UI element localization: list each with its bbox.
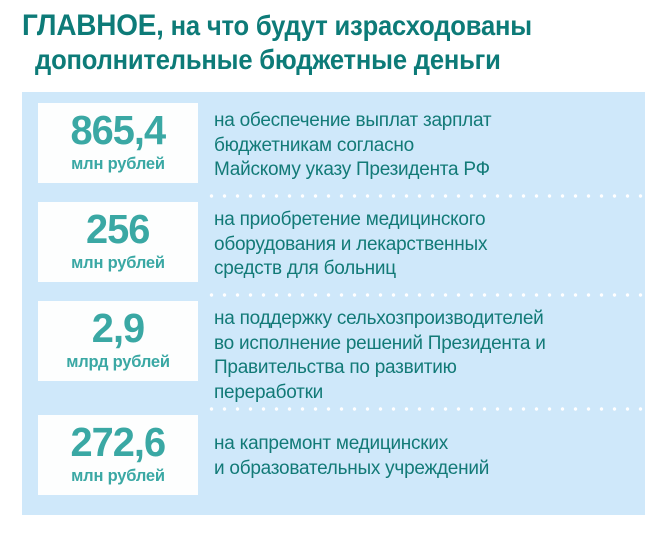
- description-line: переработки: [214, 382, 324, 404]
- row-separator: [205, 293, 645, 297]
- title-line-1-rest: на что будут израсходованы: [163, 10, 532, 41]
- amount-value: 2,9: [91, 304, 145, 351]
- description-line: оборудования и лекарственных: [214, 233, 488, 255]
- amount-unit: млн рублей: [71, 254, 165, 273]
- row-description: на капремонт медицинских и образовательн…: [214, 432, 639, 481]
- description-line: на обеспечение выплат зарплат: [214, 110, 492, 131]
- budget-row: 272,6 млн рублей на капремонт медицински…: [22, 415, 645, 503]
- row-description: на обеспечение выплат зарплат бюджетника…: [214, 109, 639, 183]
- amount-card: 256 млн рублей: [38, 202, 198, 282]
- amount-card: 865,4 млн рублей: [38, 103, 198, 183]
- amount-value: 256: [86, 205, 150, 252]
- description-line: средств для больниц: [214, 258, 396, 280]
- row-description: на приобретение медицинского оборудовани…: [214, 208, 639, 282]
- description-line: Майскому указу Президента РФ: [214, 159, 490, 181]
- title-line-2: дополнительные бюджетные деньги: [35, 44, 501, 76]
- row-separator: [205, 407, 645, 411]
- amount-unit: млрд рублей: [66, 353, 170, 372]
- description-line: на капремонт медицинских: [214, 433, 448, 454]
- row-description: на поддержку сельхозпроизводителей во ис…: [214, 307, 639, 406]
- description-line: и образовательных учреждений: [214, 457, 490, 479]
- budget-row: 2,9 млрд рублей на поддержку сельхозпрои…: [22, 301, 645, 404]
- description-line: бюджетникам согласно: [214, 134, 414, 156]
- amount-value: 865,4: [70, 106, 167, 153]
- page-title: ГЛАВНОЕ, на что будут израсходованы допо…: [22, 9, 652, 76]
- description-line: Правительства по развитию: [214, 357, 457, 379]
- description-line: на поддержку сельхозпроизводителей: [214, 308, 544, 329]
- amount-card: 272,6 млн рублей: [38, 415, 198, 495]
- description-line: на приобретение медицинского: [214, 209, 486, 230]
- amount-card: 2,9 млрд рублей: [38, 301, 198, 381]
- budget-row: 256 млн рублей на приобретение медицинск…: [22, 202, 645, 290]
- title-line-1: ГЛАВНОЕ, на что будут израсходованы: [22, 9, 608, 42]
- budget-row: 865,4 млн рублей на обеспечение выплат з…: [22, 103, 645, 191]
- content-panel: 865,4 млн рублей на обеспечение выплат з…: [22, 92, 645, 515]
- amount-value: 272,6: [70, 418, 167, 465]
- description-line: во исполнение решений Президента и: [214, 332, 546, 354]
- amount-unit: млн рублей: [71, 155, 165, 174]
- title-lead: ГЛАВНОЕ,: [22, 9, 164, 42]
- amount-unit: млн рублей: [71, 467, 165, 486]
- row-separator: [205, 194, 645, 198]
